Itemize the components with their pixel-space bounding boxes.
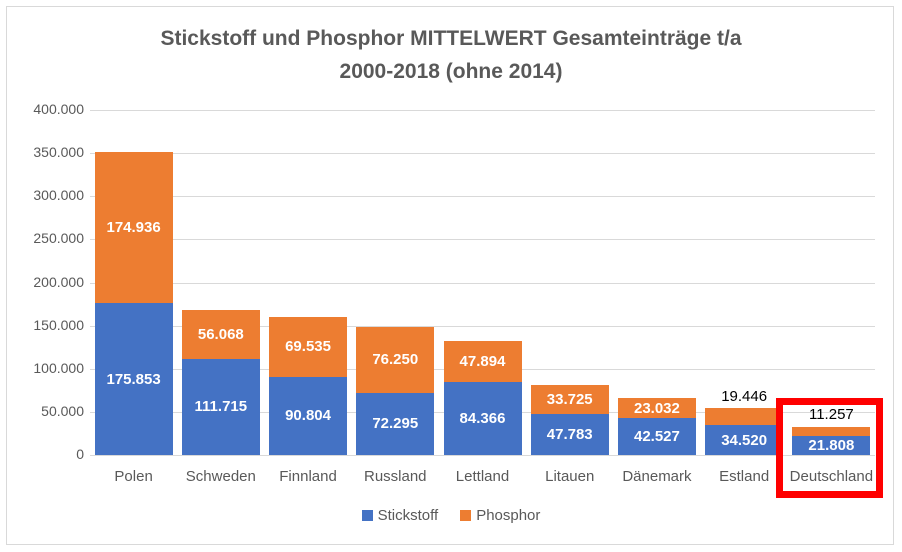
legend-label: Stickstoff	[377, 507, 439, 524]
data-label: 47.783	[546, 425, 593, 443]
y-tick-label: 400.000	[33, 101, 84, 117]
x-tick-label: Schweden	[185, 468, 256, 485]
data-label: 72.295	[372, 415, 419, 433]
x-tick-label: Russland	[363, 468, 427, 485]
legend-label: Phosphor	[476, 507, 541, 524]
y-tick-label: 150.000	[33, 316, 84, 333]
x-tick-label: Estland	[719, 468, 770, 485]
x-tick-label: Finnland	[279, 468, 337, 485]
plot-area: 175.853 174.936 111.715 56.068 90.804 69.535 7…	[90, 110, 875, 456]
gridline	[90, 455, 875, 456]
bar-deutschland[interactable]: 21.808	[792, 110, 871, 455]
bar-litauen[interactable]: 47.783 33.725	[530, 110, 609, 455]
y-tick-label: 50.000	[41, 402, 84, 419]
bar-segment-phosphor[interactable]: 23.032	[617, 398, 696, 419]
gridline	[90, 153, 875, 155]
gridline	[90, 196, 875, 198]
bar-segment-stickstoff[interactable]: 111.715	[181, 358, 260, 455]
y-tick-label: 0	[76, 446, 84, 462]
data-label: 69.535	[285, 338, 331, 356]
x-tick-label: Litauen	[545, 468, 595, 485]
data-label: 175.853	[106, 370, 161, 388]
gridline	[90, 239, 875, 241]
bar-dänemark[interactable]: 42.527 23.032	[617, 110, 696, 455]
bar-estland[interactable]: 34.520	[705, 110, 784, 455]
data-label: 23.032	[633, 399, 680, 417]
data-label: 47.894	[459, 353, 506, 371]
bar-segment-phosphor[interactable]: 56.068	[181, 310, 260, 359]
x-tick-label: Lettland	[455, 468, 510, 485]
gridline	[90, 110, 875, 111]
bar-segment-stickstoff[interactable]: 90.804	[269, 376, 348, 455]
bar-segment-phosphor[interactable]: 69.535	[269, 316, 348, 377]
x-tick-label: Polen	[114, 468, 153, 485]
bar-segment-stickstoff[interactable]: 21.808	[792, 436, 871, 455]
bar-finnland[interactable]: 90.804 69.535	[269, 110, 348, 455]
legend-item-phosphor[interactable]: Phosphor	[460, 507, 540, 524]
gridline	[90, 282, 875, 284]
bar-schweden[interactable]: 111.715 56.068	[181, 110, 260, 455]
y-tick-label: 250.000	[33, 230, 84, 247]
x-tick-label: Deutschland	[789, 468, 874, 485]
data-label: 42.527	[633, 428, 680, 446]
data-label: 34.520	[721, 431, 768, 449]
bar-segment-stickstoff[interactable]: 47.783	[530, 413, 609, 455]
chart-title-line-2: 2000-2018 (ohne 2014)	[339, 60, 563, 83]
legend-swatch-phosphor	[460, 510, 472, 521]
chart-title: Stickstoff und Phosphor MITTELWERT Gesam…	[0, 22, 902, 88]
bar-segment-phosphor[interactable]: 47.894	[443, 340, 522, 383]
bar-lettland[interactable]: 84.366 47.894	[443, 110, 522, 455]
x-tick-label: Dänemark	[622, 468, 692, 485]
bar-segment-stickstoff[interactable]: 72.295	[356, 392, 435, 455]
chart-title-line-1: Stickstoff und Phosphor MITTELWERT Gesam…	[160, 27, 742, 50]
legend-item-stickstoff[interactable]: Stickstoff	[361, 507, 439, 524]
bar-segment-phosphor[interactable]	[705, 408, 784, 426]
data-label: 84.366	[459, 410, 506, 428]
bar-segment-stickstoff[interactable]: 34.520	[705, 425, 784, 455]
bar-segment-stickstoff[interactable]: 175.853	[94, 303, 173, 455]
y-tick-label: 350.000	[33, 144, 84, 161]
gridline	[90, 325, 875, 327]
data-label: 21.808	[808, 437, 855, 455]
data-label: 174.936	[106, 219, 161, 237]
bar-segment-stickstoff[interactable]: 84.366	[443, 382, 522, 455]
bar-segment-phosphor[interactable]	[792, 426, 871, 437]
bar-segment-stickstoff[interactable]: 42.527	[617, 418, 696, 455]
legend: Stickstoff Phosphor	[0, 507, 902, 524]
deutschland-highlight-box	[776, 398, 883, 498]
data-label: 90.804	[285, 407, 331, 425]
bar-segment-phosphor[interactable]: 76.250	[356, 326, 435, 393]
bar-segment-phosphor[interactable]: 33.725	[530, 384, 609, 414]
legend-swatch-stickstoff	[361, 510, 373, 521]
data-label: 111.715	[194, 398, 248, 416]
bar-segment-phosphor[interactable]: 174.936	[94, 152, 173, 304]
data-label: 76.250	[372, 351, 419, 369]
data-label: 33.725	[546, 390, 593, 408]
data-label: 11.257	[808, 406, 854, 424]
y-tick-label: 300.000	[33, 187, 84, 204]
bar-polen[interactable]: 175.853 174.936	[94, 110, 173, 455]
y-tick-label: 100.000	[33, 359, 84, 376]
y-tick-label: 200.000	[33, 273, 84, 290]
data-label: 56.068	[197, 325, 244, 343]
bar-russland[interactable]: 72.295 76.250	[356, 110, 435, 455]
data-label: 19.446	[721, 388, 768, 406]
